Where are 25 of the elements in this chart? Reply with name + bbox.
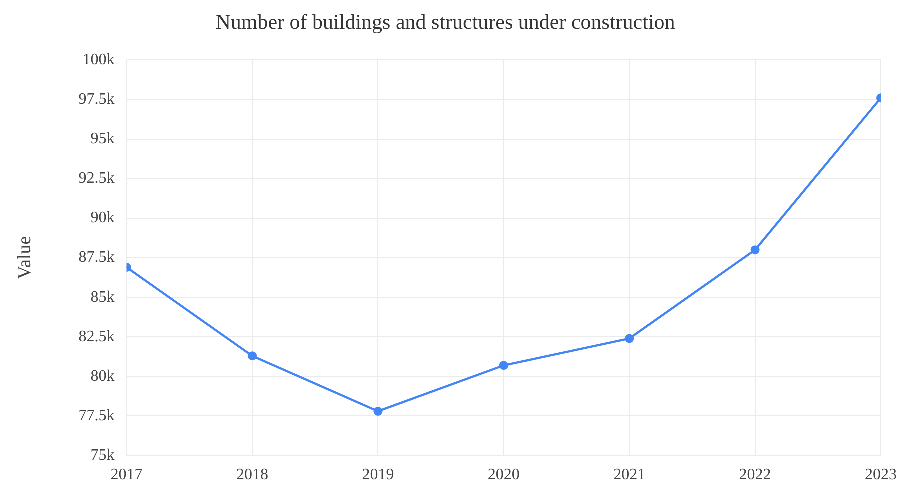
y-tick-label: 82.5k: [78, 328, 115, 346]
y-tick-label: 80k: [90, 368, 115, 385]
x-tick-label: 2023: [865, 466, 897, 484]
y-tick-label: 97.5k: [78, 90, 115, 108]
y-tick-label: 75k: [90, 447, 115, 464]
point: [499, 361, 508, 370]
y-tick-label: 90k: [90, 210, 115, 227]
y-axis-title: Value: [14, 236, 36, 280]
point: [750, 246, 760, 255]
x-tick-label: 2021: [614, 466, 646, 484]
x-tick-label: 2022: [739, 466, 772, 484]
point: [625, 334, 634, 344]
point: [248, 352, 257, 361]
y-tick-label: 92.5k: [78, 170, 115, 188]
chart-title: Number of buildings and structures under construction: [216, 10, 676, 34]
y-tick-label: 77.5k: [78, 407, 115, 424]
point: [374, 406, 383, 416]
y-tick-label: 87.5k: [78, 249, 115, 266]
y-tick-label: 100k: [82, 51, 115, 68]
y-tick-label: 85k: [90, 288, 115, 306]
x-tick-label: 2019: [362, 466, 394, 484]
y-tick-label: 95k: [90, 130, 115, 148]
x-tick-label: 2020: [488, 466, 520, 484]
x-tick-label: 2018: [236, 466, 268, 484]
x-tick-label: 2017: [110, 466, 143, 484]
